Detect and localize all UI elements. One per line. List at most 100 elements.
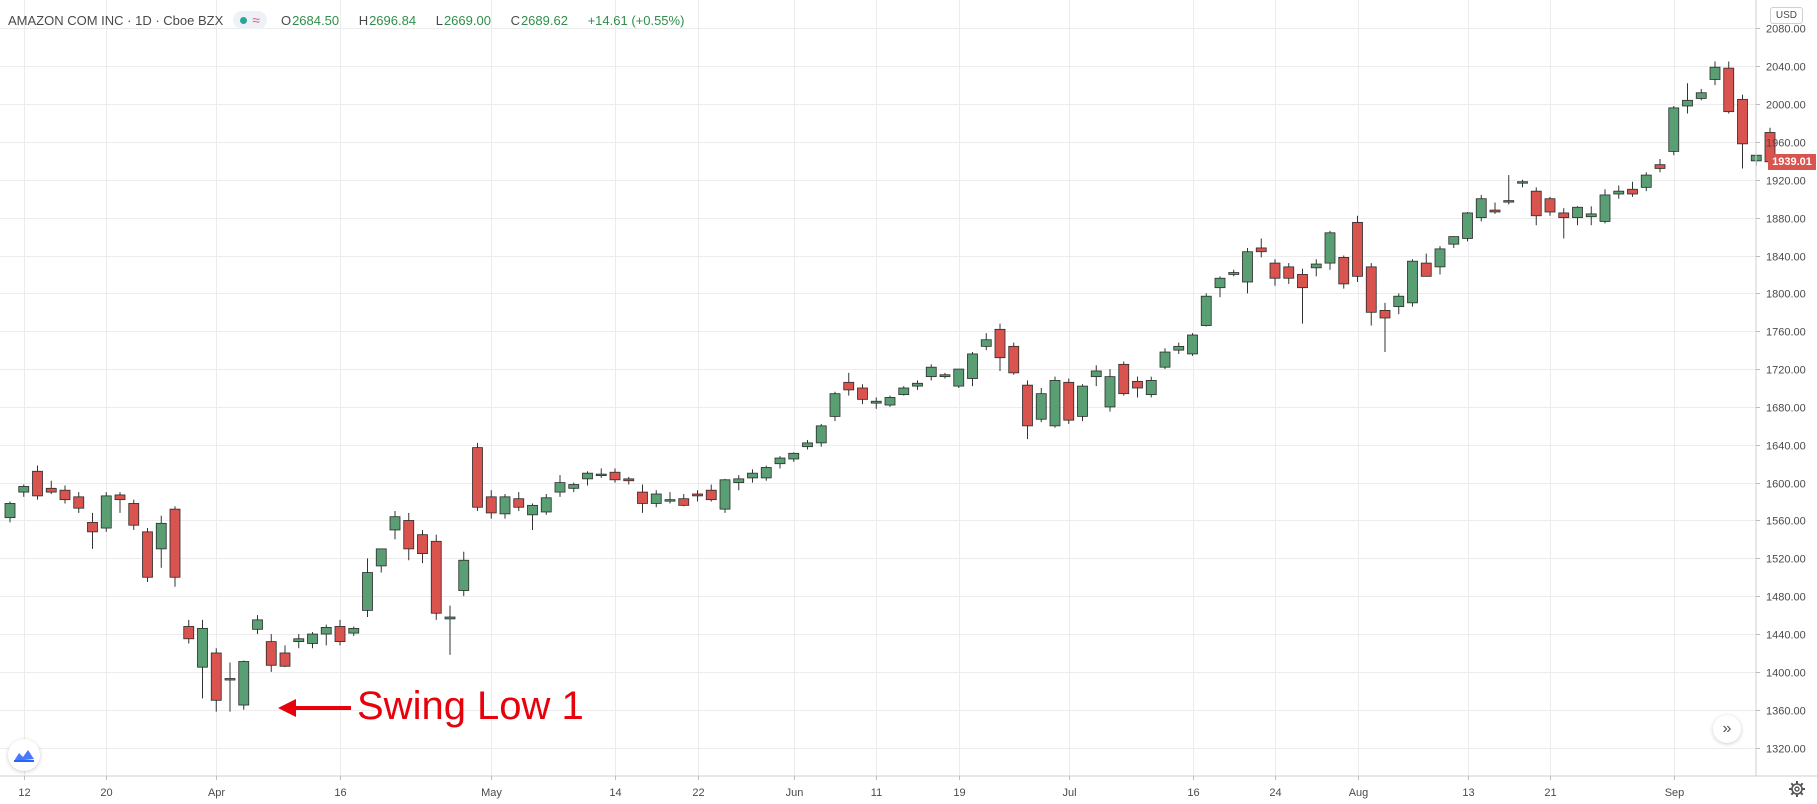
candle-body [1063,381,1075,421]
close-value: 2689.62 [520,12,568,28]
candle [939,372,951,379]
candle-body [1434,248,1446,268]
candle [760,465,772,481]
candle [1200,293,1212,327]
currency-button[interactable]: USD [1769,7,1803,24]
candle [1008,342,1020,375]
candle-body [1627,188,1638,195]
candle [114,492,126,513]
candle-body [1269,262,1281,279]
candle [1682,83,1693,114]
candle [1035,388,1047,423]
candle [925,364,937,381]
candle [1063,378,1075,424]
candle [100,492,112,532]
candle-body [499,496,511,515]
time-tick-label: Apr [208,787,225,799]
candle-body [320,627,332,635]
candle-body [73,496,85,509]
candle-body [1475,198,1487,219]
candle-body [1407,260,1418,304]
candle [637,484,648,513]
time-axis[interactable]: 12 20 Apr 16 May 14 22 Jun 11 19 Jul 16 24 Aug 13 21 Sep [18,776,1684,799]
candle [1668,105,1680,156]
double-chevron-right-icon[interactable]: » [1713,715,1741,743]
time-tick-label: 24 [1269,787,1281,799]
candle-body [348,627,360,634]
candle [73,492,85,513]
chart-legend: AMAZON COM INC · 1D · Cboe BZX ≈ O2684.5… [8,10,692,30]
candle-body [540,497,552,513]
candle-body [582,472,593,480]
symbol-title[interactable]: AMAZON COM INC · 1D · Cboe BZX [8,12,224,28]
candle [265,634,277,672]
candle [1379,302,1391,353]
candle [252,615,263,635]
price-tick-label: 1360.00 [1766,706,1806,718]
candle [788,452,800,462]
candle-body [334,626,346,643]
price-axis[interactable]: 2080.00 2040.00 2000.00 1960.00 1920.00 1880.… [1756,24,1806,756]
candle [678,493,690,507]
time-tick-label: 22 [692,787,704,799]
candle-body [252,619,263,630]
candle-body [1682,99,1693,107]
candle [1709,61,1721,86]
candle-body [967,353,978,379]
candle [1613,185,1625,199]
candle [307,632,318,649]
candle [719,478,731,513]
candle-body [815,425,827,444]
indicator-pill[interactable]: ≈ [233,11,267,29]
candle-body [1297,274,1308,289]
candle-body [362,572,373,611]
candle [747,469,758,483]
candle-body [4,503,16,519]
candle-body [857,387,868,400]
candle-body [1242,251,1253,283]
candle [1269,259,1281,286]
candle-body [1503,200,1515,203]
candle [994,323,1006,371]
candle-body [1173,345,1185,351]
candle-body [1420,262,1432,277]
candle [348,626,360,636]
candle [279,645,291,668]
candle-body [1640,174,1652,188]
candle-body [100,495,112,529]
candle [1338,255,1350,289]
candle [169,506,181,587]
candle [1310,259,1322,277]
price-tick-label: 1800.00 [1766,289,1806,301]
price-tick-label: 1320.00 [1766,744,1806,756]
candle-body [1695,92,1707,99]
price-tick-label: 1720.00 [1766,365,1806,377]
candle-body [870,400,882,404]
candle-body [788,452,800,460]
candle-body [155,522,167,550]
candle [1187,333,1198,356]
tradingview-logo-icon[interactable] [8,739,40,771]
candle [1448,236,1460,248]
candle-body [513,498,525,508]
candle [430,534,442,620]
candle [664,492,676,504]
candle-body [1737,98,1748,145]
candle-body [1530,190,1542,217]
candle-body [417,534,428,555]
candles [4,61,1776,712]
candle-body [1118,363,1130,395]
candle-body [45,487,57,493]
candle [1214,276,1226,298]
candle [1489,202,1501,214]
candle-body [829,393,841,417]
gear-icon[interactable] [1788,780,1806,798]
candle-body [485,496,497,514]
candle-body [1352,221,1363,277]
candle [1104,369,1116,412]
candle [1297,268,1308,324]
last-price-label: 1939.01 [1768,153,1816,170]
candle-body [705,489,717,501]
price-tick-label: 1520.00 [1766,554,1806,566]
